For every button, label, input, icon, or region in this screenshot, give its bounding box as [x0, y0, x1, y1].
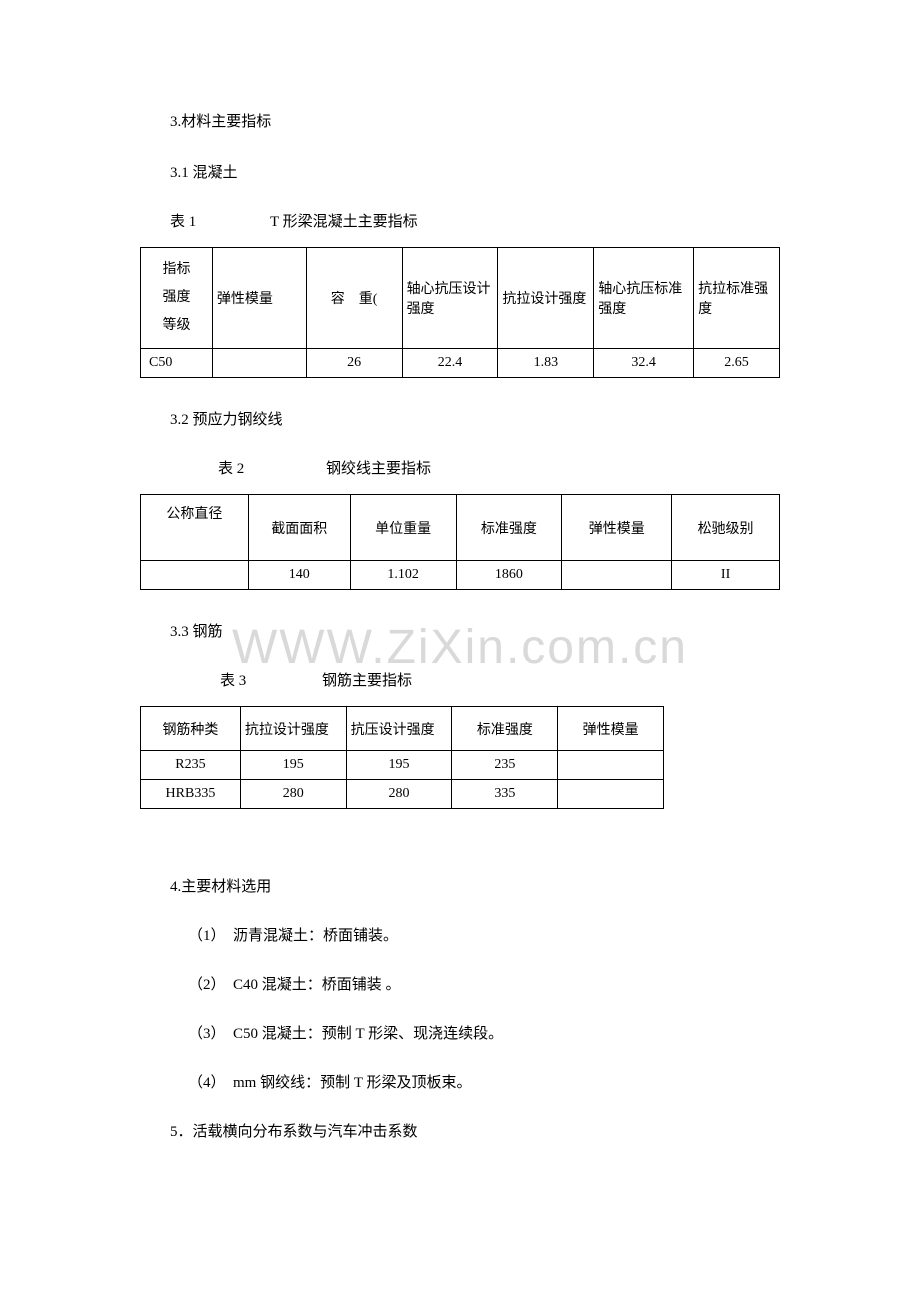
document-page: 3.材料主要指标 3.1 混凝土 表 1 T 形梁混凝土主要指标 指标 强度 等… — [0, 0, 920, 1219]
table-cell — [562, 561, 672, 590]
table-row: R235 195 195 235 — [141, 751, 664, 780]
table-row: 指标 强度 等级 弹性模量 容 重( 轴心抗压设计强度 抗拉设计强度 轴心抗压标… — [141, 248, 780, 349]
table-cell: 32.4 — [594, 349, 694, 378]
table-cell — [141, 561, 249, 590]
table-cell: 140 — [248, 561, 350, 590]
table-cell: 2.65 — [694, 349, 780, 378]
table-cell — [558, 751, 664, 780]
table-header-cell: 标准强度 — [452, 707, 558, 751]
table-cell: 1860 — [456, 561, 562, 590]
table1-caption-label: 表 1 — [170, 210, 196, 231]
table-cell: 235 — [452, 751, 558, 780]
table-header-cell: 弹性模量 — [212, 248, 306, 349]
subsection-3-3: 3.3 钢筋 — [170, 620, 780, 641]
table2-caption: 表 2 钢绞线主要指标 — [218, 457, 780, 478]
table-cell: 280 — [346, 780, 452, 809]
section-3-title: 3.材料主要指标 — [170, 110, 780, 131]
table-header-cell: 单位重量 — [350, 495, 456, 561]
table-header-cell: 抗拉标准强度 — [694, 248, 780, 349]
section-4-title: 4.主要材料选用 — [170, 875, 780, 896]
table-1-concrete: 指标 强度 等级 弹性模量 容 重( 轴心抗压设计强度 抗拉设计强度 轴心抗压标… — [140, 247, 780, 378]
table-row: 140 1.102 1860 II — [141, 561, 780, 590]
table-header-cell: 抗拉设计强度 — [240, 707, 346, 751]
subsection-3-1: 3.1 混凝土 — [170, 161, 780, 182]
table-cell: II — [672, 561, 780, 590]
table-row: HRB335 280 280 335 — [141, 780, 664, 809]
table-header-cell: 抗拉设计强度 — [498, 248, 594, 349]
table-header-cell: 松驰级别 — [672, 495, 780, 561]
table-header-cell: 弹性模量 — [562, 495, 672, 561]
table2-caption-label: 表 2 — [218, 457, 244, 478]
subsection-3-2: 3.2 预应力钢绞线 — [170, 408, 780, 429]
table3-caption-title: 钢筋主要指标 — [322, 669, 412, 690]
section-5-title: 5．活载横向分布系数与汽车冲击系数 — [170, 1120, 780, 1141]
table-header-cell: 抗压设计强度 — [346, 707, 452, 751]
list-item: （4） mm 钢绞线：预制 T 形梁及顶板束。 — [188, 1071, 780, 1092]
table-cell: 195 — [240, 751, 346, 780]
table-cell: 1.83 — [498, 349, 594, 378]
table-cell — [212, 349, 306, 378]
table-row: C50 26 22.4 1.83 32.4 2.65 — [141, 349, 780, 378]
table-2-strand: 公称直径 截面面积 单位重量 标准强度 弹性模量 松驰级别 140 1.102 … — [140, 494, 780, 590]
table3-caption-label: 表 3 — [220, 669, 246, 690]
table-header-cell: 指标 强度 等级 — [141, 248, 213, 349]
table-header-cell: 轴心抗压设计强度 — [402, 248, 498, 349]
list-item: （3） C50 混凝土：预制 T 形梁、现浇连续段。 — [188, 1022, 780, 1043]
table-cell: C50 — [141, 349, 213, 378]
table-3-rebar: 钢筋种类 抗拉设计强度 抗压设计强度 标准强度 弹性模量 R235 195 19… — [140, 706, 664, 809]
table-header-cell: 弹性模量 — [558, 707, 664, 751]
list-item: （2） C40 混凝土：桥面铺装 。 — [188, 973, 780, 994]
table-header-cell: 钢筋种类 — [141, 707, 241, 751]
list-item: （1） 沥青混凝土：桥面铺装。 — [188, 924, 780, 945]
table-cell — [558, 780, 664, 809]
table-cell: 1.102 — [350, 561, 456, 590]
table-cell: 26 — [306, 349, 402, 378]
table-header-cell: 截面面积 — [248, 495, 350, 561]
table-cell: 22.4 — [402, 349, 498, 378]
table-header-cell: 标准强度 — [456, 495, 562, 561]
table1-caption: 表 1 T 形梁混凝土主要指标 — [170, 210, 780, 231]
table2-caption-title: 钢绞线主要指标 — [326, 457, 431, 478]
table-cell: R235 — [141, 751, 241, 780]
table3-caption: 表 3 钢筋主要指标 — [220, 669, 780, 690]
table-header-cell: 容 重( — [306, 248, 402, 349]
table-cell: 335 — [452, 780, 558, 809]
table-row: 钢筋种类 抗拉设计强度 抗压设计强度 标准强度 弹性模量 — [141, 707, 664, 751]
table-header-cell: 轴心抗压标准强度 — [594, 248, 694, 349]
table-cell: HRB335 — [141, 780, 241, 809]
table-header-cell: 公称直径 — [141, 495, 249, 561]
table-cell: 280 — [240, 780, 346, 809]
table1-caption-title: T 形梁混凝土主要指标 — [270, 210, 418, 231]
table-cell: 195 — [346, 751, 452, 780]
table-row: 公称直径 截面面积 单位重量 标准强度 弹性模量 松驰级别 — [141, 495, 780, 561]
